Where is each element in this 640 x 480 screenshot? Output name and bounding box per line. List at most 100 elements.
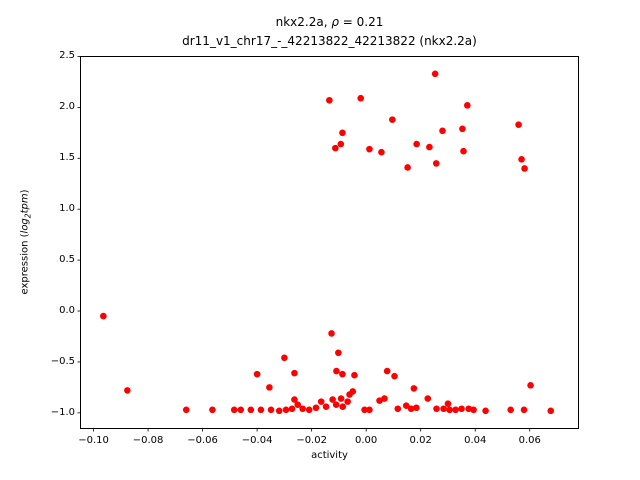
scatter-point: [458, 405, 465, 413]
scatter-point: [460, 147, 467, 155]
scatter-point: [291, 396, 298, 403]
scatter-point: [357, 94, 365, 102]
scatter-point: [351, 371, 358, 379]
y-tick-label: 0.5: [59, 254, 75, 266]
y-tick-label: 1.0: [59, 203, 75, 215]
scatter-point: [366, 145, 373, 153]
scatter-point: [402, 402, 410, 410]
x-tick-label: −0.08: [132, 435, 164, 446]
scatter-point: [527, 382, 534, 389]
scatter-point: [381, 395, 388, 402]
y-tick-label: 2.5: [59, 50, 75, 62]
scatter-point: [470, 406, 477, 414]
scatter-point: [339, 403, 347, 411]
scatter-point: [281, 354, 288, 362]
scatter-point: [335, 349, 342, 357]
scatter-point: [433, 405, 440, 413]
scatter-point: [439, 127, 446, 135]
y-tick-label: 1.5: [59, 152, 75, 164]
x-tick-label: −0.04: [241, 435, 273, 446]
scatter-point: [520, 406, 528, 414]
scatter-point: [507, 406, 514, 414]
scatter-point: [349, 388, 357, 395]
scatter-point: [426, 143, 433, 151]
scatter-point: [182, 406, 190, 414]
scatter-point: [464, 102, 471, 109]
scatter-point: [407, 405, 415, 413]
scatter-point: [305, 406, 313, 414]
scatter-point: [329, 396, 336, 403]
chart-title: nkx2.2a, ρ = 0.21: [81, 13, 578, 32]
x-tick-label: 0.06: [518, 435, 541, 446]
scatter-point: [404, 164, 411, 171]
scatter-point: [339, 370, 346, 378]
scatter-point: [518, 156, 525, 163]
x-tick-label: 0.00: [355, 435, 378, 446]
y-tick-label: 2.0: [59, 101, 75, 113]
scatter-point: [332, 401, 340, 408]
scatter-point: [230, 406, 238, 414]
scatter-point: [100, 312, 107, 320]
rho-value: = 0.21: [338, 15, 384, 29]
scatter-point: [266, 384, 273, 391]
rho-symbol: ρ: [331, 15, 339, 29]
scatter-point: [413, 404, 420, 412]
chart-subtitle: dr11_v1_chr17_-_42213822_42213822 (nkx2.…: [182, 34, 477, 48]
scatter-point: [237, 406, 245, 414]
scatter-point: [389, 116, 396, 123]
scatter-point: [378, 148, 385, 156]
scatter-point: [459, 125, 466, 133]
scatter-point: [312, 404, 320, 412]
scatter-point: [317, 398, 325, 405]
x-tick-label: −0.10: [78, 435, 109, 446]
scatter-point: [337, 140, 345, 148]
axes-frame: [80, 56, 579, 429]
chart-title-gene: nkx2.2a,: [275, 15, 332, 29]
scatter-point: [440, 405, 447, 413]
scatter-point: [337, 395, 345, 402]
scatter-point: [253, 370, 261, 378]
x-tick-label: 0.04: [464, 435, 487, 446]
scatter-point: [247, 406, 255, 414]
scatter-point: [332, 144, 339, 152]
scatter-point: [431, 70, 439, 78]
scatter-point: [339, 129, 346, 137]
scatter-point: [267, 406, 275, 414]
scatter-point: [444, 400, 452, 407]
scatter-point: [294, 401, 302, 408]
x-axis-label: activity: [311, 450, 348, 461]
scatter-point: [257, 406, 265, 414]
scatter-point: [344, 398, 351, 405]
scatter-point: [465, 405, 472, 413]
scatter-point: [299, 405, 306, 413]
scatter-point: [333, 367, 340, 375]
x-tick-label: 0.02: [409, 435, 432, 446]
scatter-point: [394, 405, 402, 413]
scatter-point: [282, 406, 290, 414]
scatter-point: [209, 406, 216, 414]
scatter-point: [124, 387, 131, 394]
x-tick-label: −0.06: [187, 435, 218, 446]
y-tick-label: −0.5: [50, 355, 75, 367]
scatter-point: [322, 403, 330, 411]
scatter-point: [366, 406, 373, 414]
scatter-point: [432, 160, 440, 167]
scatter-point: [424, 395, 432, 402]
scatter-point: [275, 407, 283, 415]
y-tick-label: 0.0: [59, 305, 75, 317]
title-block: nkx2.2a, ρ = 0.21 dr11_v1_chr17_-_422138…: [81, 13, 578, 51]
scatter-point: [328, 330, 335, 337]
scatter-point: [521, 165, 528, 172]
scatter-point: [391, 372, 398, 380]
scatter-point: [383, 367, 391, 375]
scatter-point: [452, 406, 459, 414]
scatter-point: [413, 140, 420, 148]
scatter-point: [446, 406, 453, 414]
scatter-point: [361, 406, 368, 414]
scatter-point: [288, 405, 296, 413]
y-tick-label: −1.0: [50, 406, 75, 418]
scatter-point: [291, 369, 298, 377]
scatter-point: [410, 385, 418, 392]
